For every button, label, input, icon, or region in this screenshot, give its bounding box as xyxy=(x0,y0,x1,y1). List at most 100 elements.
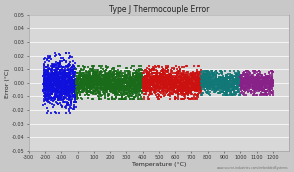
Point xyxy=(68,77,73,79)
Point xyxy=(237,74,242,77)
Point xyxy=(208,77,213,80)
Point xyxy=(52,72,57,74)
Point xyxy=(125,69,130,72)
Point xyxy=(149,76,154,79)
Point xyxy=(50,83,55,86)
Point xyxy=(254,85,258,88)
Point xyxy=(107,90,112,93)
Point xyxy=(211,88,216,90)
Point xyxy=(89,82,93,85)
Point xyxy=(218,69,223,72)
Point xyxy=(62,59,67,61)
Point xyxy=(196,92,201,94)
Point xyxy=(93,82,97,85)
Point xyxy=(50,66,55,69)
Point xyxy=(199,79,204,82)
Point xyxy=(248,79,252,81)
Point xyxy=(221,91,226,94)
Point xyxy=(189,89,194,91)
Point xyxy=(95,71,100,73)
Point xyxy=(54,90,59,93)
Point xyxy=(148,90,152,93)
Point xyxy=(231,79,235,81)
Point xyxy=(225,82,230,84)
Point xyxy=(138,81,143,84)
Point xyxy=(102,92,107,95)
Point xyxy=(41,89,46,92)
Point xyxy=(174,91,179,93)
Point xyxy=(216,85,221,88)
Point xyxy=(52,95,57,98)
Point xyxy=(182,75,187,78)
Point xyxy=(41,74,46,77)
Point xyxy=(45,58,49,61)
Point xyxy=(156,84,161,87)
Point xyxy=(90,82,94,85)
Point xyxy=(202,85,207,87)
Point xyxy=(258,84,263,87)
Point xyxy=(141,80,145,83)
Point xyxy=(139,85,144,88)
Point xyxy=(89,91,93,94)
Point xyxy=(255,71,260,73)
Point xyxy=(76,83,81,86)
Point xyxy=(193,83,197,86)
Point xyxy=(196,82,201,84)
Point xyxy=(65,68,70,71)
Point xyxy=(240,78,245,81)
Point xyxy=(238,82,243,84)
Point xyxy=(46,98,50,101)
Point xyxy=(87,86,92,89)
Point xyxy=(106,92,111,95)
Point xyxy=(161,89,166,91)
Point xyxy=(224,86,228,88)
Point xyxy=(216,79,221,82)
Point xyxy=(119,69,124,72)
Point xyxy=(163,93,168,96)
Point xyxy=(176,88,181,91)
Point xyxy=(67,91,72,94)
Point xyxy=(187,79,192,81)
Point xyxy=(151,71,156,74)
Point xyxy=(109,78,114,81)
Point xyxy=(54,78,59,80)
Point xyxy=(156,76,161,79)
Point xyxy=(78,79,83,81)
Point xyxy=(119,94,124,97)
Point xyxy=(204,78,209,81)
Point xyxy=(85,83,90,86)
Point xyxy=(150,72,155,74)
Point xyxy=(64,97,69,100)
Point xyxy=(148,79,152,81)
Point xyxy=(251,73,255,76)
Point xyxy=(63,73,68,76)
Point xyxy=(73,82,78,84)
Point xyxy=(227,88,231,91)
Point xyxy=(154,77,158,80)
Point xyxy=(193,82,198,85)
Point xyxy=(231,84,236,87)
Point xyxy=(83,83,88,86)
Point xyxy=(183,91,188,93)
Point xyxy=(77,72,81,75)
Point xyxy=(250,74,254,77)
Point xyxy=(116,88,121,90)
Point xyxy=(260,77,265,80)
Point xyxy=(54,82,58,84)
Point xyxy=(122,84,126,87)
Point xyxy=(139,83,144,85)
Point xyxy=(171,91,176,94)
Point xyxy=(256,87,260,89)
Point xyxy=(146,75,151,78)
Point xyxy=(126,85,131,88)
Point xyxy=(68,79,73,82)
Point xyxy=(191,71,195,73)
Point xyxy=(146,75,151,77)
Point xyxy=(226,84,230,87)
Point xyxy=(96,83,100,86)
Point xyxy=(176,80,180,83)
Point xyxy=(63,76,68,79)
Point xyxy=(247,78,251,81)
Point xyxy=(188,89,192,92)
Point xyxy=(119,87,124,90)
